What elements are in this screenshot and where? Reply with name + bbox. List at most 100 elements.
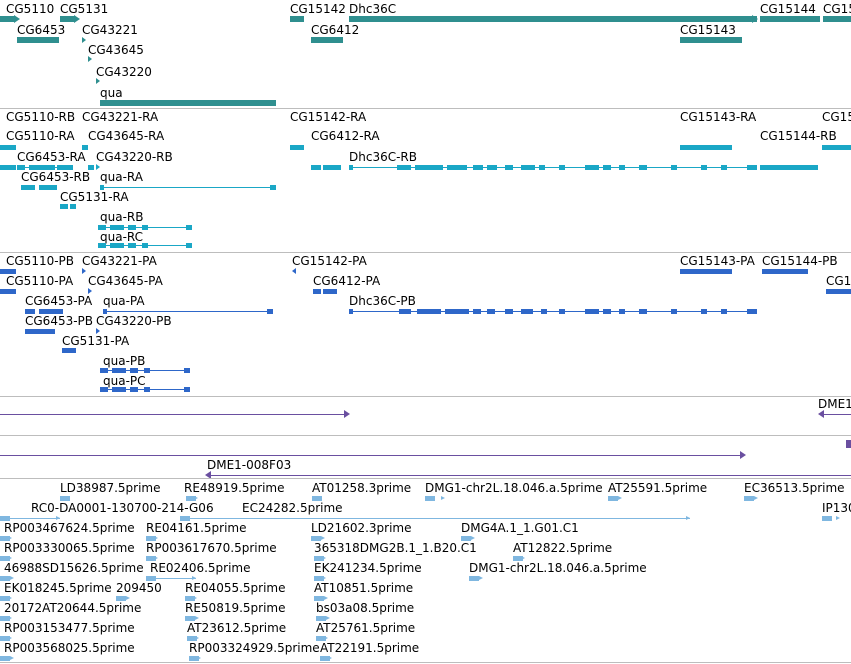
strand-arrow[interactable] — [521, 556, 525, 560]
feature-label[interactable]: CG43221-RA — [82, 110, 159, 124]
feature-label[interactable]: qua-RB — [100, 210, 144, 224]
intron-line[interactable] — [209, 475, 851, 476]
feature-glyph[interactable] — [312, 496, 322, 501]
exon[interactable] — [541, 309, 547, 314]
exon[interactable] — [603, 309, 611, 314]
feature-label[interactable]: CG6453-PB — [25, 314, 94, 328]
feature-label[interactable]: RE04161.5prime — [146, 521, 247, 535]
intron-line[interactable] — [103, 311, 273, 312]
strand-arrow[interactable] — [56, 516, 60, 520]
exon[interactable] — [671, 165, 677, 170]
strand-arrow[interactable] — [82, 37, 86, 43]
strand-arrow[interactable] — [192, 576, 196, 580]
strand-arrow[interactable] — [14, 15, 20, 23]
feature-glyph[interactable] — [290, 145, 304, 150]
feature-label[interactable]: CG5131 — [60, 2, 109, 16]
strand-arrow[interactable] — [88, 56, 92, 62]
exon[interactable] — [639, 165, 647, 170]
strand-arrow[interactable] — [195, 636, 199, 640]
feature-label[interactable]: CG6453 — [17, 23, 66, 37]
gene-glyph[interactable] — [290, 16, 304, 22]
feature-label[interactable]: qua — [100, 86, 123, 100]
exon[interactable] — [619, 309, 625, 314]
feature-label[interactable]: CG5131-PA — [62, 334, 130, 348]
feature-label[interactable]: Dhc36C-RB — [349, 150, 417, 164]
feature-label[interactable]: qua-PA — [103, 294, 145, 308]
feature-label[interactable]: CG6412 — [311, 23, 360, 37]
feature-label[interactable]: 46988SD15626.5prime — [4, 561, 144, 575]
strand-arrow[interactable] — [96, 164, 100, 170]
feature-label[interactable]: CG5110-RA — [6, 129, 75, 143]
feature-label[interactable]: CG15142-PA — [292, 254, 367, 268]
feature-label[interactable]: AT25591.5prime — [608, 481, 708, 495]
strand-arrow[interactable] — [326, 616, 330, 620]
feature-label[interactable]: CG5110-RB — [6, 110, 76, 124]
feature-glyph[interactable] — [0, 516, 10, 521]
exon[interactable] — [130, 368, 138, 373]
feature-glyph[interactable] — [82, 145, 88, 150]
exon[interactable] — [60, 204, 68, 209]
feature-glyph[interactable] — [608, 496, 618, 501]
intron-line[interactable] — [17, 167, 73, 168]
feature-label[interactable]: CG5131-RA — [60, 190, 129, 204]
exon[interactable] — [323, 289, 337, 294]
feature-label[interactable]: 20172AT20644.5prime — [4, 601, 142, 615]
exon[interactable] — [186, 243, 192, 248]
feature-glyph[interactable] — [822, 145, 851, 150]
feature-label[interactable]: RP003330065.5prime — [4, 541, 135, 555]
feature-glyph[interactable] — [311, 536, 321, 541]
exon[interactable] — [323, 165, 341, 170]
feature-label[interactable]: RC0-DA0001-130700-214-G06 — [31, 501, 214, 515]
exon[interactable] — [70, 204, 76, 209]
feature-label[interactable]: RP003324929.5prime — [189, 641, 320, 655]
strand-arrow[interactable] — [197, 656, 201, 660]
feature-label[interactable]: AT23612.5prime — [187, 621, 287, 635]
feature-label[interactable]: CG15 — [823, 2, 851, 16]
exon[interactable] — [521, 309, 533, 314]
feature-glyph[interactable] — [0, 536, 10, 541]
exon[interactable] — [559, 165, 565, 170]
exon[interactable] — [671, 309, 677, 314]
exon[interactable] — [103, 309, 107, 314]
feature-label[interactable]: RP003153477.5prime — [4, 621, 135, 635]
exon[interactable] — [144, 387, 150, 392]
strand-arrow[interactable] — [88, 288, 92, 294]
exon[interactable] — [487, 165, 497, 170]
feature-glyph[interactable] — [0, 269, 16, 274]
feature-glyph[interactable] — [822, 516, 832, 521]
exon[interactable] — [559, 309, 565, 314]
strand-arrow[interactable] — [471, 536, 475, 540]
strand-arrow[interactable] — [193, 596, 197, 600]
intron-line[interactable] — [0, 518, 60, 519]
feature-glyph[interactable] — [146, 556, 156, 561]
exon[interactable] — [313, 289, 321, 294]
gene-glyph[interactable] — [311, 37, 343, 43]
strand-arrow[interactable] — [752, 15, 758, 23]
feature-glyph[interactable] — [513, 556, 523, 561]
intron-line[interactable] — [146, 578, 196, 579]
gene-glyph[interactable] — [680, 37, 742, 43]
exon[interactable] — [721, 165, 727, 170]
feature-label[interactable]: qua-RC — [100, 230, 144, 244]
feature-glyph[interactable] — [826, 289, 851, 294]
feature-glyph[interactable] — [314, 576, 324, 581]
exon[interactable] — [747, 309, 757, 314]
feature-label[interactable]: CG43645 — [88, 43, 144, 57]
feature-glyph[interactable] — [0, 576, 10, 581]
feature-label[interactable]: RP003568025.5prime — [4, 641, 135, 655]
feature-label[interactable]: CG15143-RA — [680, 110, 757, 124]
intron-line[interactable] — [822, 414, 851, 415]
exon[interactable] — [521, 165, 535, 170]
gene-glyph[interactable] — [349, 16, 757, 22]
feature-label[interactable]: CG5110-PA — [6, 274, 74, 288]
gene-glyph[interactable] — [60, 16, 74, 22]
exon[interactable] — [128, 225, 136, 230]
strand-arrow[interactable] — [318, 496, 322, 500]
exon[interactable] — [415, 165, 443, 170]
exon[interactable] — [487, 309, 495, 314]
exon[interactable] — [39, 309, 63, 314]
feature-label[interactable]: DMG4A.1_1.G01.C1 — [461, 521, 579, 535]
exon[interactable] — [100, 387, 108, 392]
exon[interactable] — [184, 387, 190, 392]
intron-line[interactable] — [0, 455, 744, 456]
